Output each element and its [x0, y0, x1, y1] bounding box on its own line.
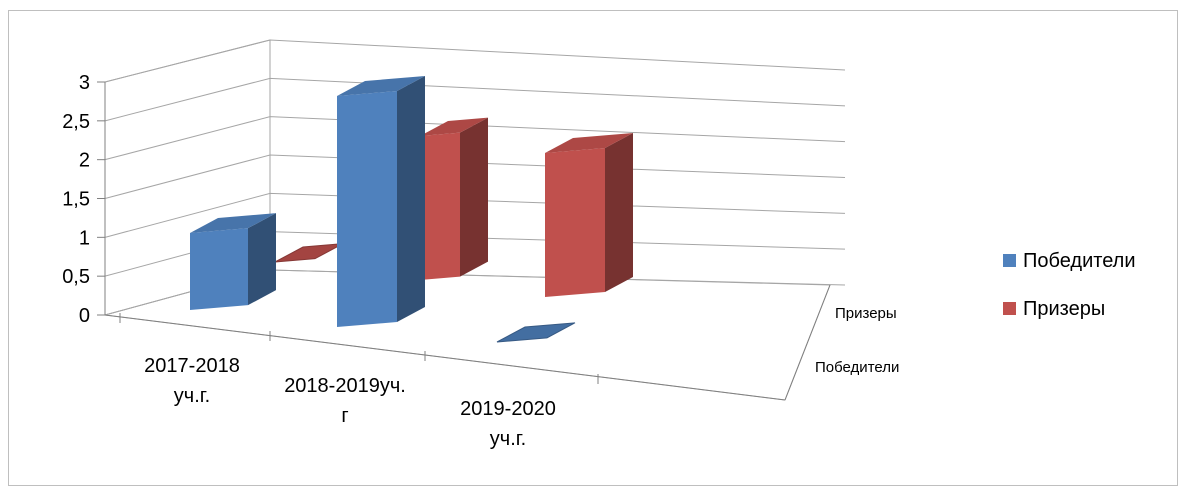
category-label: 2018-2019уч. г [284, 375, 406, 427]
gridline [104, 77, 846, 122]
y-tick-label: 3 [79, 72, 90, 94]
bar-prizery [420, 117, 488, 280]
bar-side [397, 76, 425, 322]
bar-front [337, 91, 397, 327]
gridline [104, 192, 846, 238]
y-tick-label: 1,5 [62, 189, 90, 211]
bar-side [460, 117, 488, 277]
bar-prizery [274, 243, 344, 263]
bar-top [545, 133, 633, 153]
y-tick-label: 2,5 [62, 111, 90, 133]
category-label: 2019-2020 уч.г. [460, 398, 556, 450]
gridline [104, 154, 846, 199]
y-tick-label: 2 [79, 150, 90, 172]
depth-axis-labels: Призеры Победители [815, 305, 899, 376]
bar-front [545, 148, 605, 297]
depth-label: Призеры [835, 305, 897, 322]
bar-top [190, 213, 276, 233]
gridlines [104, 39, 846, 316]
legend-swatch [1003, 302, 1016, 315]
depth-label: Победители [815, 359, 899, 376]
x-axis [104, 284, 831, 401]
category-label: 2017-2018 уч.г. [144, 355, 240, 407]
bar-top [420, 117, 488, 136]
depth-axis-line [784, 284, 831, 401]
legend-swatch [1003, 254, 1016, 267]
bar-pobediteli [496, 322, 576, 343]
bar-top [337, 76, 425, 96]
bar-top [496, 322, 576, 343]
bar-side [605, 133, 633, 292]
legend-label: Победители [1023, 250, 1136, 272]
legend-label: Призеры [1023, 298, 1105, 320]
y-tick-label: 0,5 [62, 266, 90, 288]
y-tick-labels: 0 0,5 1 1,5 2 2,5 3 [62, 72, 105, 327]
y-tick-label: 1 [79, 227, 90, 249]
bar-side [248, 213, 276, 306]
bar-pobediteli [337, 76, 425, 327]
x-axis-line [104, 314, 786, 401]
gridline [104, 116, 846, 161]
category-labels: 2017-2018 уч.г. 2018-2019уч. г 2019-2020 уч.г… [144, 355, 556, 450]
bars [190, 76, 633, 343]
legend: Победители Призеры [1003, 250, 1136, 320]
y-tick-label: 0 [79, 305, 90, 327]
gridline [104, 39, 846, 83]
bar-front [420, 132, 460, 280]
bar-prizery [545, 133, 633, 297]
bar-top [274, 243, 344, 263]
bar-pobediteli [190, 213, 276, 310]
bar-front [190, 228, 248, 310]
